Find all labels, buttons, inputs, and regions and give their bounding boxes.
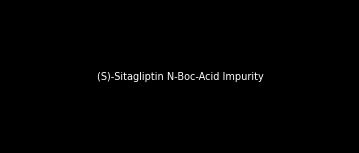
Text: (S)-Sitagliptin N-Boc-Acid Impurity: (S)-Sitagliptin N-Boc-Acid Impurity xyxy=(97,72,264,82)
